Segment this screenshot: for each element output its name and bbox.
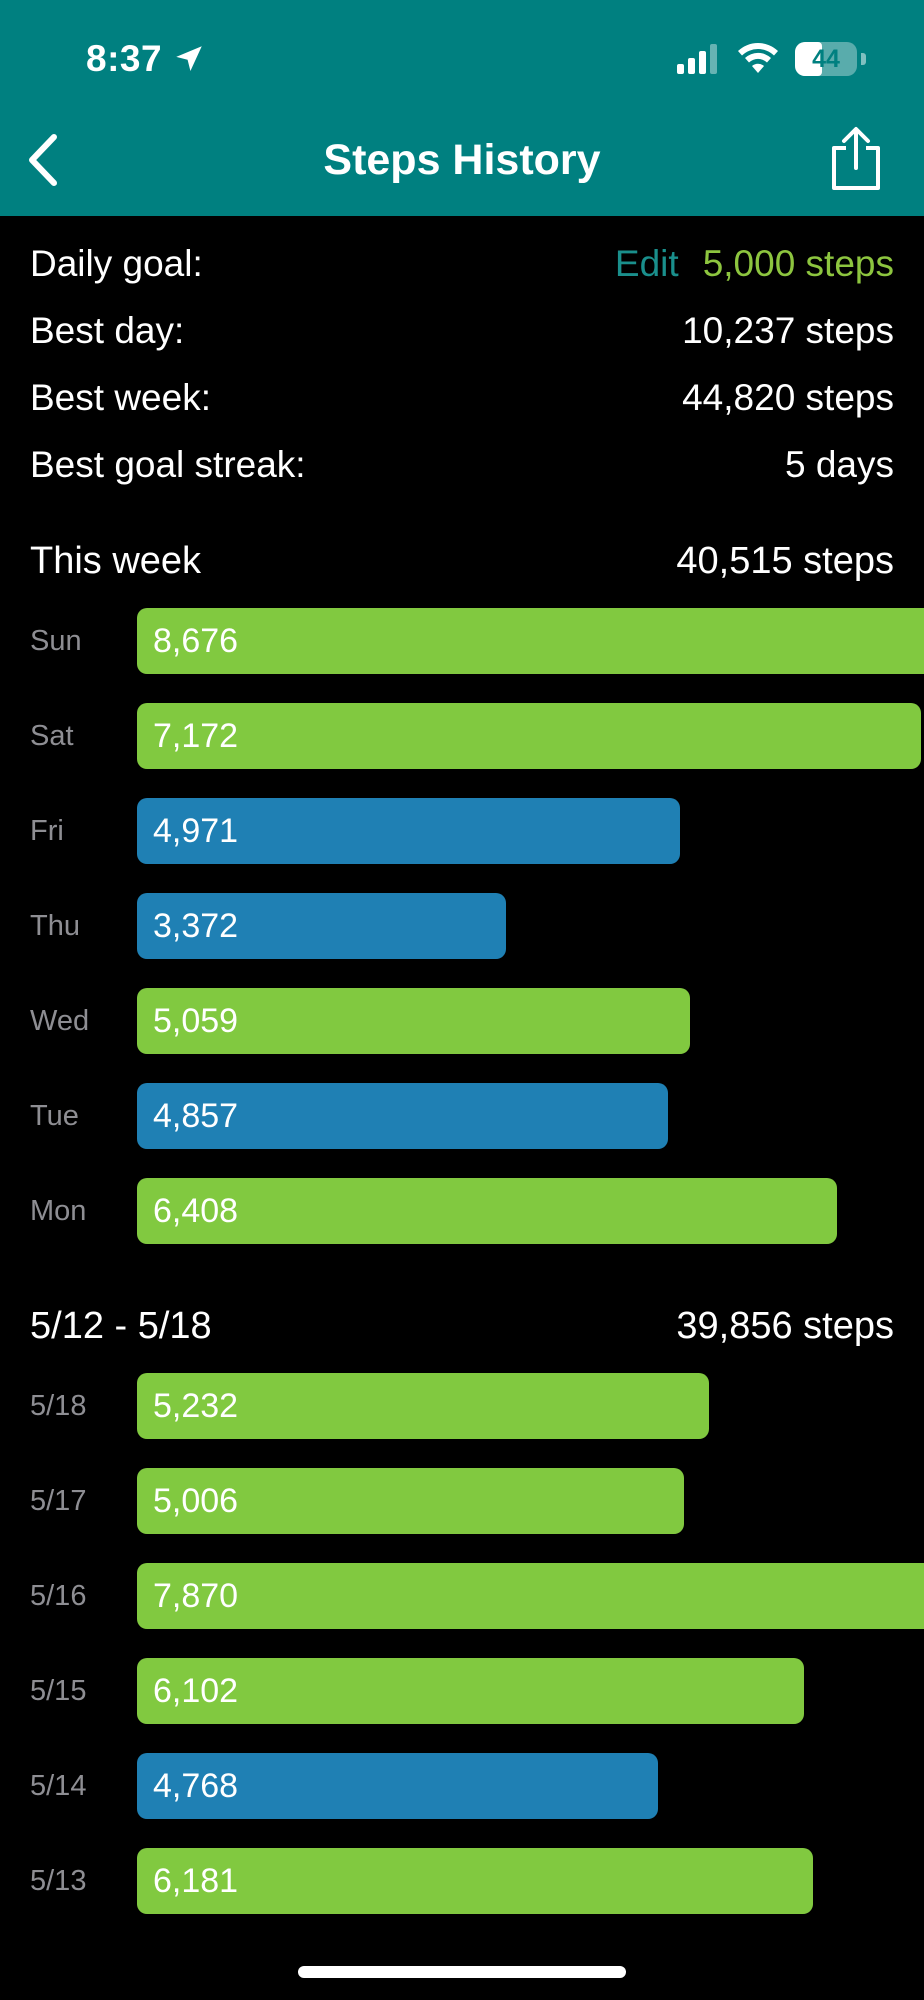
goal-met-bar: 5,059 — [137, 988, 690, 1054]
day-bar-row[interactable]: 5/13 6,181 — [0, 1848, 924, 1914]
nav-header: 8:37 44 Steps History — [0, 0, 924, 216]
day-bar-row[interactable]: Sun 8,676 — [0, 608, 924, 674]
best-day-row: Best day: 10,237 steps — [30, 305, 894, 357]
day-label: Sat — [30, 720, 74, 752]
battery-percent: 44 — [812, 44, 840, 73]
day-label: 5/17 — [30, 1485, 87, 1517]
location-arrow-icon — [176, 46, 202, 72]
day-bar-row[interactable]: 5/14 4,768 — [0, 1753, 924, 1819]
day-bar-row[interactable]: 5/16 7,870 — [0, 1563, 924, 1629]
day-bar-row[interactable]: Tue 4,857 — [0, 1083, 924, 1149]
goal-missed-bar: 4,971 — [137, 798, 681, 864]
bar-value-label: 4,768 — [153, 1767, 239, 1805]
day-label: Sun — [30, 625, 82, 657]
day-bar-row[interactable]: 5/15 6,102 — [0, 1658, 924, 1724]
goal-met-bar: 6,102 — [137, 1658, 804, 1724]
best-day-label: Best day: — [30, 310, 185, 351]
best-streak-value: 5 days — [784, 444, 894, 485]
battery-level-fill — [795, 42, 823, 76]
day-bar-row[interactable]: Sat 7,172 — [0, 703, 924, 769]
goal-missed-bar: 4,768 — [137, 1753, 659, 1819]
bar-value-label: 7,172 — [153, 717, 239, 755]
daily-goal-value: 5,000 steps — [702, 243, 894, 284]
back-button[interactable] — [18, 130, 68, 190]
bar-value-label: 4,971 — [153, 812, 239, 850]
bar-value-label: 6,408 — [153, 1192, 239, 1230]
page-title: Steps History — [323, 136, 601, 184]
goal-missed-bar: 4,857 — [137, 1083, 668, 1149]
status-indicators: 44 — [677, 42, 866, 76]
week-title: This week — [30, 539, 202, 582]
goal-met-bar: 5,232 — [137, 1373, 709, 1439]
day-bar-row[interactable]: 5/17 5,006 — [0, 1468, 924, 1534]
day-label: 5/13 — [30, 1865, 87, 1897]
goal-met-bar: 5,006 — [137, 1468, 685, 1534]
edit-goal-button[interactable]: Edit — [614, 243, 679, 284]
battery-icon: 44 — [795, 42, 857, 76]
week-total: 40,515 steps — [676, 539, 894, 582]
day-bar-row[interactable]: Wed 5,059 — [0, 988, 924, 1054]
bar-value-label: 6,102 — [153, 1672, 239, 1710]
day-bar-row[interactable]: Fri 4,971 — [0, 798, 924, 864]
day-label: 5/14 — [30, 1770, 87, 1802]
week-title: 5/12 - 5/18 — [30, 1304, 212, 1347]
best-week-label: Best week: — [30, 377, 211, 418]
day-label: Mon — [30, 1195, 87, 1227]
day-label: Wed — [30, 1005, 90, 1037]
goal-met-bar: 6,408 — [137, 1178, 838, 1244]
goal-missed-bar: 3,372 — [137, 893, 506, 959]
daily-goal-row: Daily goal: Edit 5,000 steps — [30, 238, 894, 290]
battery-nub — [861, 53, 866, 65]
share-button[interactable] — [826, 124, 886, 194]
goal-met-bar: 7,870 — [137, 1563, 924, 1629]
bar-value-label: 5,232 — [153, 1387, 239, 1425]
bar-value-label: 5,059 — [153, 1002, 239, 1040]
best-streak-label: Best goal streak: — [30, 444, 306, 485]
status-time: 8:37 — [86, 38, 206, 80]
bar-value-label: 8,676 — [153, 622, 239, 660]
day-label: 5/16 — [30, 1580, 87, 1612]
day-label: 5/18 — [30, 1390, 87, 1422]
bar-value-label: 7,870 — [153, 1577, 239, 1615]
share-icon — [832, 127, 880, 190]
best-day-value: 10,237 steps — [682, 310, 894, 351]
day-bar-row[interactable]: 5/18 5,232 — [0, 1373, 924, 1439]
cellular-signal-icon — [677, 44, 717, 74]
wifi-icon — [738, 43, 778, 73]
day-label: 5/15 — [30, 1675, 87, 1707]
day-bar-row[interactable]: Mon 6,408 — [0, 1178, 924, 1244]
day-bar-row[interactable]: Thu 3,372 — [0, 893, 924, 959]
bar-value-label: 5,006 — [153, 1482, 239, 1520]
best-streak-row: Best goal streak: 5 days — [30, 439, 894, 491]
day-label: Fri — [30, 815, 64, 847]
week-header: 5/12 - 5/18 39,856 steps — [30, 1298, 894, 1354]
best-week-value: 44,820 steps — [682, 377, 894, 418]
bar-value-label: 6,181 — [153, 1862, 239, 1900]
bar-value-label: 4,857 — [153, 1097, 239, 1135]
daily-goal-label: Daily goal: — [30, 243, 203, 284]
day-label: Thu — [30, 910, 80, 942]
goal-met-bar: 7,172 — [137, 703, 921, 769]
day-label: Tue — [30, 1100, 79, 1132]
best-week-row: Best week: 44,820 steps — [30, 372, 894, 424]
week-total: 39,856 steps — [676, 1304, 894, 1347]
bar-value-label: 3,372 — [153, 907, 239, 945]
goal-met-bar: 6,181 — [137, 1848, 813, 1914]
goal-met-bar: 8,676 — [137, 608, 924, 674]
chevron-left-icon — [29, 134, 57, 186]
home-indicator — [298, 1966, 626, 1978]
week-header: This week 40,515 steps — [30, 533, 894, 589]
